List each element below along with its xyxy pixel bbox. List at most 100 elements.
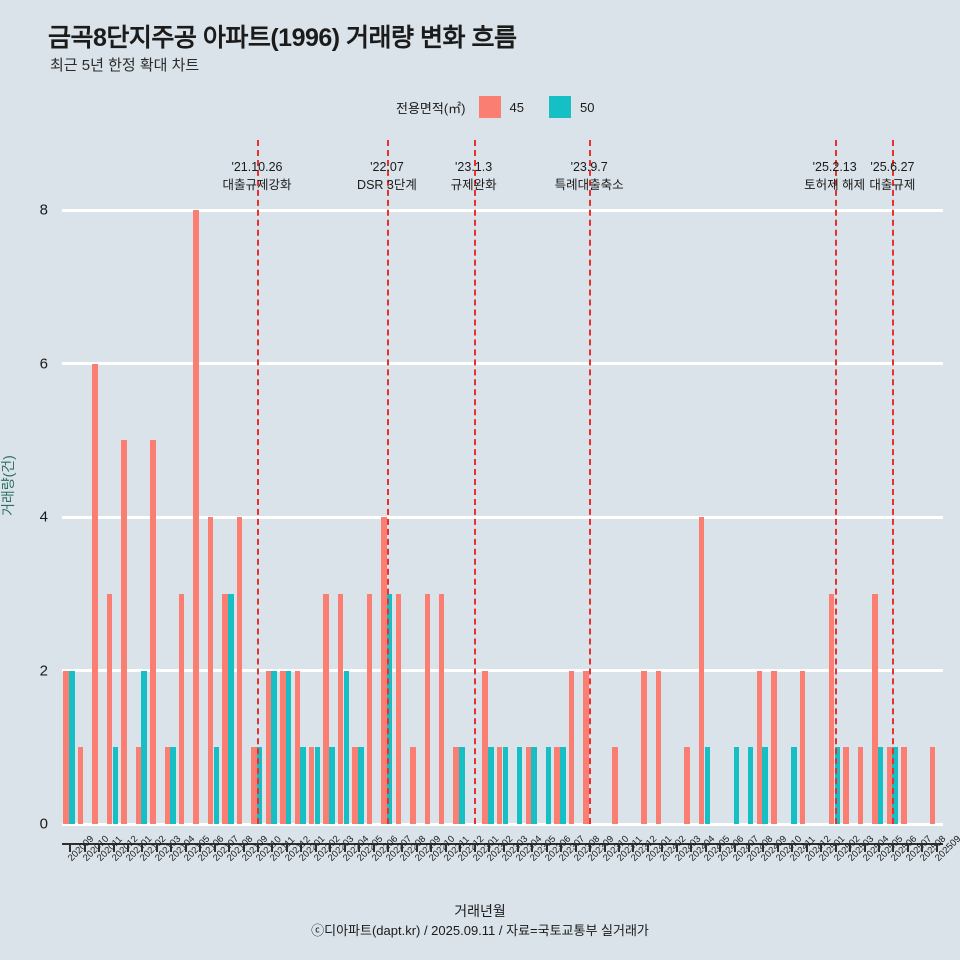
event-marker-line <box>892 140 895 824</box>
bar[interactable] <box>488 747 494 824</box>
bar[interactable] <box>459 747 465 824</box>
x-axis-tick <box>748 843 751 852</box>
bar[interactable] <box>251 747 257 824</box>
x-axis-tick <box>343 843 346 852</box>
bar[interactable] <box>834 747 841 824</box>
bar[interactable] <box>256 747 263 824</box>
bar[interactable] <box>228 593 234 824</box>
bar[interactable] <box>170 747 176 824</box>
bar[interactable] <box>698 517 705 824</box>
bar[interactable] <box>878 747 884 824</box>
x-axis-tick <box>184 843 187 852</box>
bar[interactable] <box>381 517 387 824</box>
bar[interactable] <box>213 747 220 824</box>
bar[interactable] <box>106 593 113 824</box>
bar[interactable] <box>886 747 893 824</box>
bar[interactable] <box>352 747 358 824</box>
bar[interactable] <box>77 747 84 824</box>
bar[interactable] <box>525 747 532 824</box>
bar[interactable] <box>800 670 806 824</box>
bar[interactable] <box>271 670 277 824</box>
bar[interactable] <box>733 747 740 824</box>
bar[interactable] <box>337 593 344 824</box>
x-axis-tick <box>372 843 375 852</box>
bar[interactable] <box>358 747 364 824</box>
bar[interactable] <box>748 747 754 824</box>
bar[interactable] <box>329 747 335 824</box>
bar[interactable] <box>756 670 763 824</box>
bar[interactable] <box>323 593 329 824</box>
bar[interactable] <box>410 747 416 824</box>
bar[interactable] <box>164 747 170 824</box>
bar[interactable] <box>554 747 560 824</box>
bar[interactable] <box>236 517 243 824</box>
x-axis-tick <box>704 843 707 852</box>
x-axis-tick <box>589 843 592 852</box>
bar[interactable] <box>453 747 459 824</box>
bar[interactable] <box>843 747 849 824</box>
y-axis-tick-label: 4 <box>39 508 48 526</box>
bar[interactable] <box>178 593 185 824</box>
bar[interactable] <box>343 670 350 824</box>
bar[interactable] <box>516 747 523 824</box>
bar[interactable] <box>892 747 898 824</box>
bar[interactable] <box>285 670 292 824</box>
bar[interactable] <box>545 747 552 824</box>
bar[interactable] <box>612 747 618 824</box>
bar[interactable] <box>684 747 690 824</box>
bar[interactable] <box>308 747 315 824</box>
bar[interactable] <box>828 593 835 824</box>
bar[interactable] <box>762 747 768 824</box>
bar[interactable] <box>857 747 864 824</box>
bar[interactable] <box>150 440 156 824</box>
bar[interactable] <box>502 747 508 824</box>
bar[interactable] <box>63 670 69 824</box>
x-axis-tick <box>560 843 563 852</box>
legend-item-45[interactable]: 45 <box>478 96 524 118</box>
bar[interactable] <box>280 670 286 824</box>
bar[interactable] <box>141 670 147 824</box>
bar[interactable] <box>482 670 488 824</box>
legend-item-50[interactable]: 50 <box>548 96 594 118</box>
bar[interactable] <box>265 670 272 824</box>
bar[interactable] <box>791 747 797 824</box>
bar[interactable] <box>872 593 878 824</box>
bar[interactable] <box>294 670 300 824</box>
bar[interactable] <box>386 593 393 824</box>
y-axis-tick-label: 6 <box>39 355 48 372</box>
bar[interactable] <box>560 747 566 824</box>
x-axis-tick <box>444 843 447 852</box>
bar[interactable] <box>121 440 127 824</box>
bar[interactable] <box>366 593 373 824</box>
x-axis-tick <box>646 843 649 852</box>
bar[interactable] <box>583 670 589 824</box>
bar[interactable] <box>771 670 777 824</box>
bar[interactable] <box>901 747 907 824</box>
event-marker-line <box>386 140 389 824</box>
bar[interactable] <box>112 747 119 824</box>
bar[interactable] <box>930 747 936 824</box>
bar[interactable] <box>568 670 575 824</box>
bar[interactable] <box>314 747 321 824</box>
bar[interactable] <box>641 670 647 824</box>
bar[interactable] <box>395 593 402 824</box>
x-axis-tick <box>98 843 101 852</box>
bar[interactable] <box>207 517 214 824</box>
bar[interactable] <box>438 593 445 824</box>
x-axis-tick <box>459 843 462 852</box>
bar[interactable] <box>69 670 75 824</box>
x-axis-tick <box>690 843 693 852</box>
bar[interactable] <box>496 747 503 824</box>
bar[interactable] <box>222 593 228 824</box>
bar[interactable] <box>424 593 430 824</box>
x-axis-tick <box>386 843 389 852</box>
bar[interactable] <box>92 363 98 824</box>
bar[interactable] <box>193 210 199 824</box>
bar[interactable] <box>531 747 537 824</box>
bar[interactable] <box>655 670 662 824</box>
x-axis-tick <box>834 843 837 852</box>
bar[interactable] <box>704 747 711 824</box>
bar[interactable] <box>135 747 142 824</box>
bar[interactable] <box>300 747 306 824</box>
gridline <box>62 669 943 672</box>
